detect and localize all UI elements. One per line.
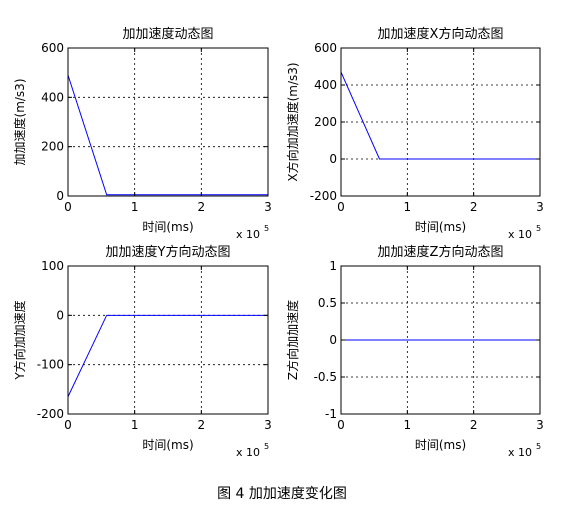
plot-area <box>341 48 540 196</box>
x-axis-label: 时间(ms) <box>415 220 466 234</box>
y-axis-label: X方向加加速度(m/s3) <box>285 62 300 181</box>
y-tick-label: 600 <box>41 41 64 55</box>
x-tick-label: 2 <box>470 418 478 432</box>
x-tick-label: 2 <box>198 418 206 432</box>
x-exponent-label: x 10 <box>236 228 260 241</box>
y-axis-label: 加加速度(m/s3) <box>12 79 27 166</box>
x-tick-label: 3 <box>536 418 544 432</box>
y-tick-label: 0 <box>329 333 337 347</box>
y-tick-label: 100 <box>41 259 64 273</box>
y-tick-label: 400 <box>314 78 337 92</box>
x-exponent-power: 5 <box>264 224 269 233</box>
x-axis-label: 时间(ms) <box>415 438 466 452</box>
x-exponent-power: 5 <box>536 224 541 233</box>
chart-title: 加加速度X方向动态图 <box>378 26 504 42</box>
y-tick-label: -100 <box>37 358 64 372</box>
x-tick-label: 0 <box>337 200 345 214</box>
x-tick-label: 1 <box>131 200 139 214</box>
y-tick-label: 0 <box>329 152 337 166</box>
chart-title: 加加速度动态图 <box>122 26 213 42</box>
x-tick-label: 3 <box>536 200 544 214</box>
y-tick-label: -200 <box>310 189 337 203</box>
y-tick-label: -200 <box>37 407 64 421</box>
chart-title: 加加速度Y方向动态图 <box>106 244 231 260</box>
series-line <box>340 71 540 160</box>
axes-frame <box>67 47 269 197</box>
x-tick-label: 0 <box>64 418 72 432</box>
chart-title: 加加速度Z方向动态图 <box>378 244 504 260</box>
x-tick-label: 0 <box>337 418 345 432</box>
plot-area <box>68 266 268 414</box>
y-axis-label: Y方向加加速度 <box>12 300 27 380</box>
x-axis-label: 时间(ms) <box>142 438 193 452</box>
x-axis-label: 时间(ms) <box>142 220 193 234</box>
x-tick-label: 1 <box>404 200 412 214</box>
y-axis-label: Z方向加加速度 <box>285 300 300 380</box>
series-line <box>67 74 268 196</box>
y-tick-label: 200 <box>41 140 64 154</box>
x-tick-label: 1 <box>404 418 412 432</box>
x-tick-label: 3 <box>264 418 272 432</box>
x-tick-label: 0 <box>64 200 72 214</box>
x-exponent-label: x 10 <box>236 446 260 459</box>
x-tick-label: 2 <box>198 200 206 214</box>
y-tick-label: 0.5 <box>318 296 337 310</box>
series-line <box>67 314 268 397</box>
y-tick-label: 1 <box>329 259 337 273</box>
y-tick-label: 200 <box>314 115 337 129</box>
y-tick-label: -1 <box>325 407 337 421</box>
x-exponent-power: 5 <box>264 442 269 451</box>
axes-frame <box>67 265 269 415</box>
x-exponent-power: 5 <box>536 442 541 451</box>
x-exponent-label: x 10 <box>508 446 532 459</box>
y-tick-label: -0.5 <box>314 370 337 384</box>
y-tick-label: 400 <box>41 90 64 104</box>
x-tick-label: 2 <box>470 200 478 214</box>
figure-caption: 图 4 加加速度变化图 <box>217 486 347 502</box>
x-tick-label: 1 <box>131 418 139 432</box>
plot-area <box>68 48 268 196</box>
y-tick-label: 0 <box>56 189 64 203</box>
y-tick-label: 600 <box>314 41 337 55</box>
x-exponent-label: x 10 <box>508 228 532 241</box>
x-tick-label: 3 <box>264 200 272 214</box>
y-tick-label: 0 <box>56 308 64 322</box>
